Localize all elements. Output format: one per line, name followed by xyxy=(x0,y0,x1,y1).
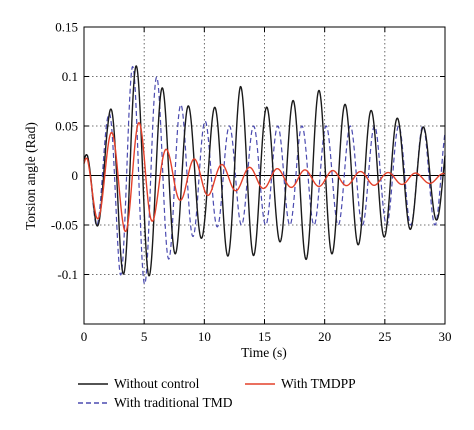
series-line-without-control xyxy=(83,65,446,277)
y-tick-label: 0.15 xyxy=(55,20,78,35)
x-axis-label: Time (s) xyxy=(241,345,287,360)
x-tick-label: 15 xyxy=(258,329,271,344)
legend: Without control With traditional TMD Wit… xyxy=(78,376,356,410)
x-tick-label: 25 xyxy=(378,329,391,344)
y-axis-label: Torsion angle (Rad) xyxy=(23,122,38,230)
legend-label-with-tmdpp: With TMDPP xyxy=(281,376,356,391)
y-tick-label: 0.1 xyxy=(62,69,78,84)
axis-ticks: 0 5 10 15 20 25 30 -0.1 -0.05 0 0.05 0.1 0.15 xyxy=(51,20,452,345)
legend-label-with-traditional-tmd: With traditional TMD xyxy=(114,395,233,410)
x-tick-label: 0 xyxy=(81,329,88,344)
legend-label-without-control: Without control xyxy=(114,376,200,391)
series-line-with-traditional-tmd xyxy=(83,65,446,285)
y-tick-label: 0 xyxy=(72,168,79,183)
x-tick-label: 10 xyxy=(198,329,211,344)
x-tick-label: 30 xyxy=(439,329,452,344)
y-tick-label: -0.05 xyxy=(51,218,78,233)
x-tick-label: 5 xyxy=(141,329,148,344)
series-lines xyxy=(83,65,446,285)
y-tick-label: -0.1 xyxy=(57,267,78,282)
x-tick-label: 20 xyxy=(318,329,331,344)
y-tick-label: 0.05 xyxy=(55,119,78,134)
series-line-with-tmdpp xyxy=(83,122,446,233)
